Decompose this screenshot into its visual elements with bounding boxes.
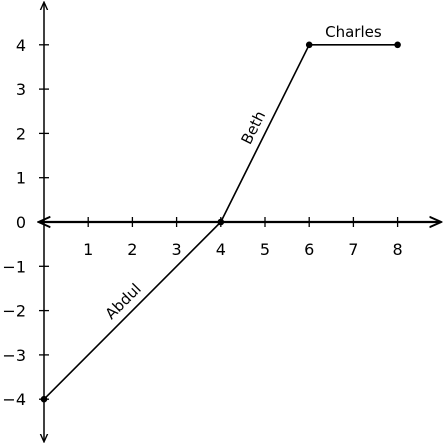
data-point-4-0	[217, 218, 225, 226]
y-ticks: −4 −3 −2 −1 0 1 2 3 4	[2, 36, 49, 409]
x-tick-label-2: 2	[127, 240, 137, 259]
data-point-0--4	[40, 395, 48, 403]
y-tick-label-1: 1	[16, 169, 26, 188]
series-layer	[40, 41, 401, 403]
y-tick-label--1: −1	[2, 257, 26, 276]
x-tick-label-6: 6	[304, 240, 314, 259]
x-ticks: 1 2 3 4 5 6 7 8	[83, 217, 403, 259]
x-tick-label-4: 4	[216, 240, 226, 259]
series-line-0	[43, 43, 398, 400]
x-tick-label-8: 8	[393, 240, 403, 259]
segment-label-beth: Beth	[238, 108, 270, 147]
data-point-6-4	[305, 41, 313, 49]
y-tick-label-2: 2	[16, 124, 26, 143]
y-tick-label--4: −4	[2, 390, 26, 409]
y-tick-label--3: −3	[2, 346, 26, 365]
x-tick-label-3: 3	[172, 240, 182, 259]
y-tick-label-0: 0	[16, 213, 26, 232]
y-tick-label--2: −2	[2, 302, 26, 321]
y-tick-label-3: 3	[16, 80, 26, 99]
label-layer: Abdul Beth Charles	[102, 23, 382, 323]
data-point-8-4	[394, 41, 401, 49]
x-tick-label-5: 5	[260, 240, 270, 259]
x-tick-label-1: 1	[83, 240, 93, 259]
segment-label-charles: Charles	[325, 23, 382, 41]
segment-label-abdul: Abdul	[102, 280, 145, 323]
y-tick-label-4: 4	[16, 36, 26, 55]
x-tick-label-7: 7	[348, 240, 358, 259]
